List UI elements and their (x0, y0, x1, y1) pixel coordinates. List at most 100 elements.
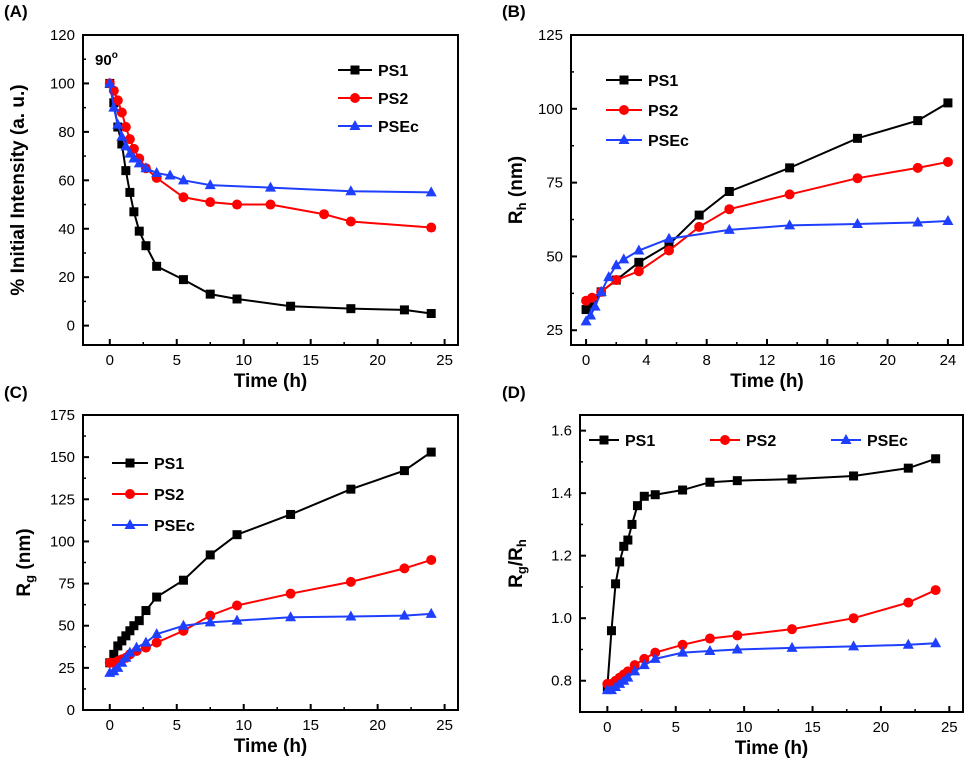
data-point-ps1 (346, 304, 356, 314)
data-point-ps1 (125, 626, 135, 636)
data-point-ps1 (849, 471, 859, 481)
panel-label: (C) (4, 383, 28, 402)
data-point-ps2 (848, 613, 859, 624)
x-tick-label: 20 (369, 717, 386, 734)
panel-1: (B) 0 4 8 12 16 20 24 25 50 75 100 125 Time (h) Rh (nm… (502, 2, 964, 392)
y-tick-label: 0 (67, 702, 75, 719)
legend-label-psec: PSEc (154, 518, 195, 535)
data-point-ps1 (117, 636, 127, 646)
legend-marker-ps2 (720, 435, 730, 445)
x-axis-title: Time (h) (730, 371, 804, 392)
legend-label-ps2: PS2 (378, 91, 408, 108)
series-line-ps2 (607, 589, 937, 685)
x-tick-label: 25 (436, 717, 453, 734)
data-point-ps1 (134, 226, 144, 236)
plot-frame (82, 34, 459, 346)
legend-label-ps1: PS1 (154, 456, 184, 473)
data-point-ps1 (632, 501, 642, 511)
y-axis-title: Rg/Rh (506, 539, 529, 588)
legend-marker-psec (618, 134, 630, 144)
legend-marker-ps1 (619, 75, 629, 85)
data-point-ps1 (931, 454, 941, 464)
x-tick-label: 10 (235, 717, 252, 734)
data-point-ps2 (633, 266, 644, 277)
data-point-ps1 (678, 485, 688, 495)
data-point-ps2 (345, 576, 356, 587)
panel-label: (B) (502, 2, 526, 21)
data-point-ps2 (120, 122, 131, 133)
data-point-ps1 (205, 550, 215, 560)
panel-label: (D) (502, 383, 526, 402)
data-point-ps2 (205, 197, 216, 208)
data-point-psec (618, 253, 630, 264)
data-point-psec (116, 130, 128, 141)
data-point-ps1 (913, 116, 923, 126)
y-tick-label: 100 (538, 101, 563, 118)
data-point-psec (629, 665, 641, 676)
x-tick-label: 12 (759, 352, 776, 369)
legend-marker-ps1 (350, 65, 360, 75)
y-tick-label: 60 (58, 172, 75, 189)
x-tick-label: 20 (879, 352, 896, 369)
x-tick-label: 5 (672, 719, 680, 736)
data-point-ps1 (581, 305, 591, 315)
y-tick-label: 1.4 (551, 485, 572, 502)
x-tick-label: 5 (173, 352, 181, 369)
data-point-ps1 (787, 474, 797, 484)
data-point-ps1 (178, 275, 188, 285)
data-point-ps1 (113, 641, 123, 651)
data-point-ps1 (426, 309, 436, 319)
data-point-ps2 (677, 639, 688, 650)
x-axis-title: Time (h) (234, 371, 308, 392)
panel-0: (A) 0 5 10 15 20 25 0 20 40 60 80 100 120 Time (h) % In… (4, 2, 459, 392)
data-point-psec (124, 646, 136, 657)
data-point-ps2 (205, 610, 216, 621)
x-tick-label: 0 (106, 717, 114, 734)
data-point-psec (595, 285, 607, 296)
data-point-ps2 (704, 633, 715, 644)
data-point-psec (663, 232, 675, 243)
data-point-ps2 (694, 221, 705, 232)
legend-marker-ps1 (599, 435, 609, 445)
legend-label-psec: PSEc (648, 133, 689, 150)
legend-label-ps1: PS1 (625, 433, 655, 450)
legend-label-ps2: PS2 (746, 433, 776, 450)
legend-label-psec: PSEc (378, 119, 419, 136)
x-tick-label: 0 (582, 352, 590, 369)
data-point-ps1 (611, 579, 621, 589)
data-point-psec (912, 216, 924, 227)
legend-label-ps2: PS2 (648, 103, 678, 120)
data-point-ps2 (345, 216, 356, 227)
data-point-psec (930, 637, 942, 648)
data-point-psec (610, 259, 622, 270)
data-point-ps1 (121, 631, 131, 641)
data-point-psec (784, 219, 796, 230)
legend-label-ps1: PS1 (648, 73, 678, 90)
data-point-psec (177, 619, 189, 630)
panel-2: (C) 0 5 10 15 20 25 0 25 50 75 100 125 150 175 Time (h)… (4, 383, 459, 757)
x-tick-label: 15 (302, 717, 319, 734)
y-tick-label: 1.6 (551, 423, 572, 440)
x-tick-label: 15 (804, 719, 821, 736)
x-tick-label: 10 (235, 352, 252, 369)
data-point-ps1 (205, 289, 215, 299)
data-point-ps2 (942, 156, 953, 167)
x-tick-label: 20 (369, 352, 386, 369)
y-tick-label: 100 (50, 533, 75, 550)
data-point-ps2 (664, 245, 674, 256)
data-point-ps2 (724, 204, 735, 215)
y-tick-label: 50 (58, 618, 75, 635)
data-point-ps1 (129, 621, 139, 631)
x-tick-label: 25 (436, 352, 453, 369)
data-point-psec (231, 614, 243, 625)
data-point-ps2 (930, 585, 941, 596)
data-point-psec (425, 607, 437, 618)
data-point-ps1 (627, 519, 637, 529)
y-tick-label: 175 (50, 407, 75, 424)
data-point-ps1 (852, 133, 862, 143)
data-point-ps1 (134, 616, 144, 626)
data-point-ps2 (611, 275, 622, 286)
series-line-ps1 (585, 102, 949, 311)
data-point-psec (851, 217, 863, 228)
